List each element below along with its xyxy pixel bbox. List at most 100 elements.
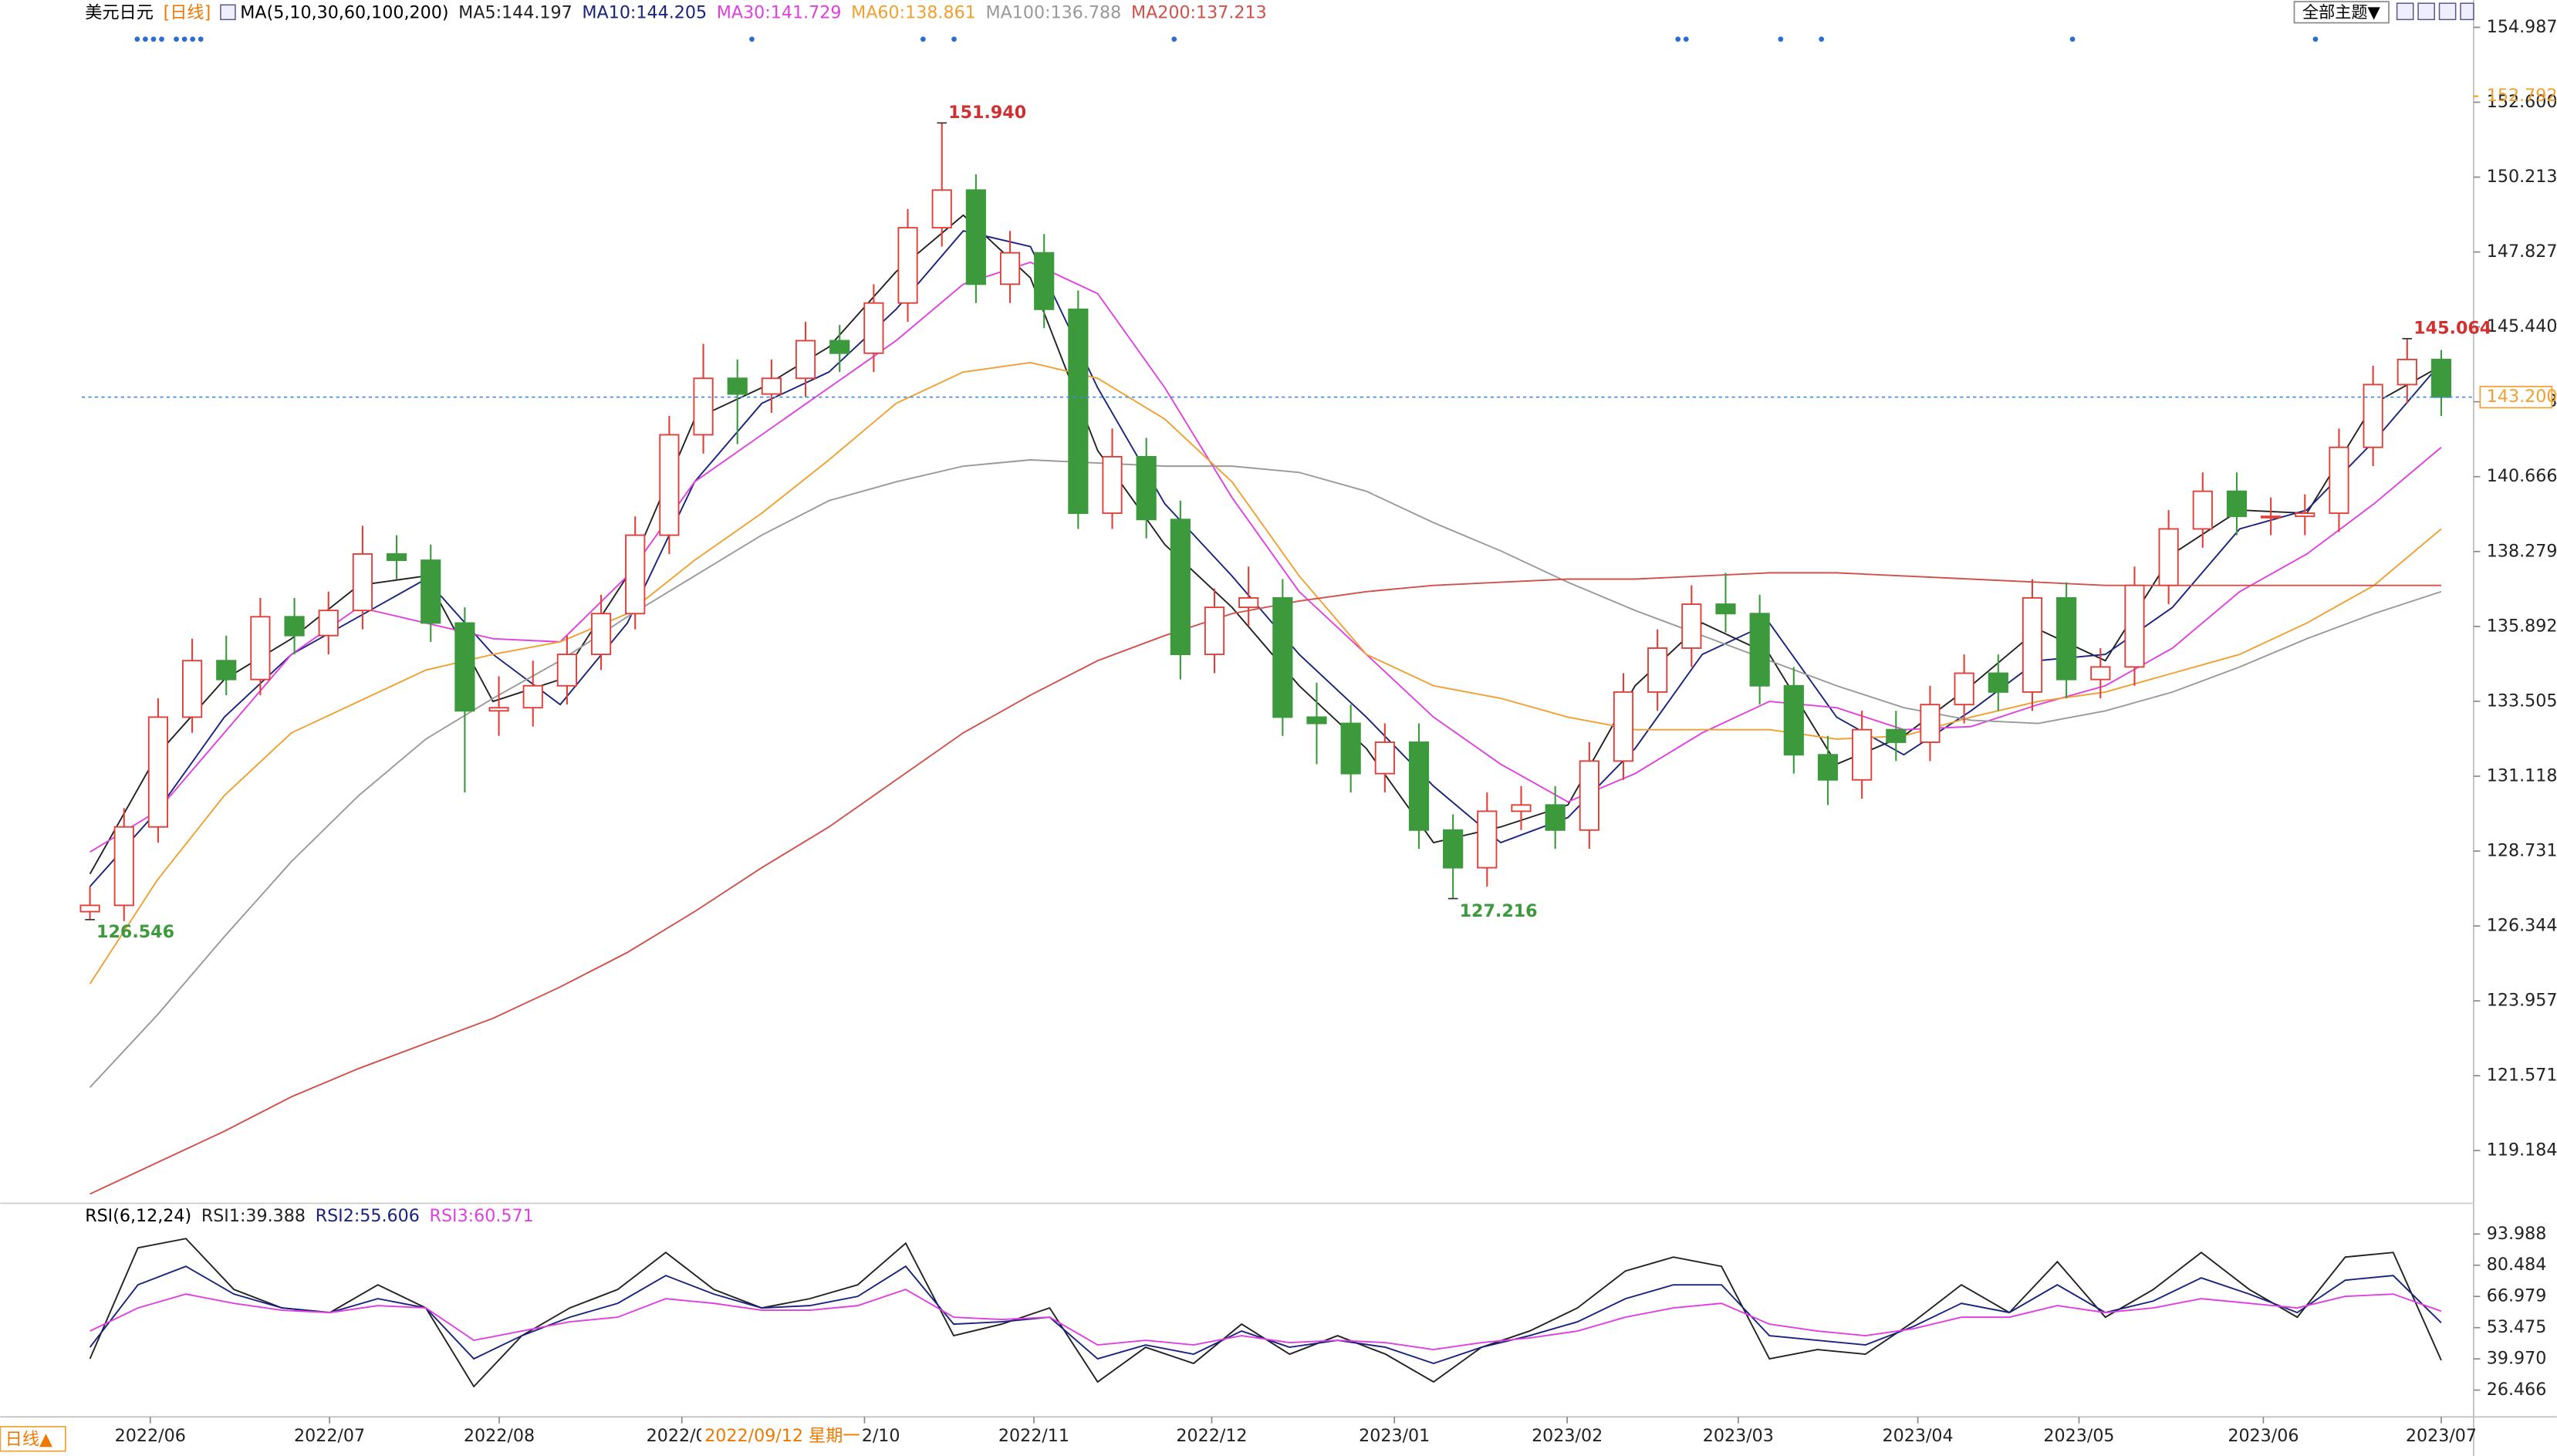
y-tick-label: 135.892: [2487, 616, 2557, 636]
candle-body: [1817, 754, 1839, 781]
candle-body: [2022, 596, 2043, 693]
event-marker: [2312, 36, 2319, 42]
candle-body: [1374, 741, 1395, 775]
series-line: [89, 459, 2442, 1088]
event-marker: [143, 36, 148, 42]
legend-entry: RSI1:39.388: [201, 1206, 306, 1226]
candle-body: [727, 377, 748, 395]
candle-body: [421, 559, 441, 624]
legend-entry: RSI2:55.606: [316, 1206, 420, 1226]
series-line: [89, 362, 2442, 985]
candle-body: [2090, 666, 2111, 681]
price-label: 143.200: [2487, 387, 2557, 407]
tool-icon[interactable]: [2396, 2, 2414, 21]
x-tick-label: 2023/07: [2406, 1426, 2477, 1446]
y-tick-label: 128.731: [2487, 840, 2557, 860]
x-tick-label: 2022/08: [464, 1426, 535, 1446]
y-tick-label: 145.440: [2487, 316, 2557, 336]
candle-body: [625, 534, 646, 615]
y-tick-label: 152.600: [2487, 92, 2557, 112]
period-button-label[interactable]: 日线▲: [5, 1429, 52, 1449]
event-marker: [1675, 36, 1681, 42]
candle-body: [1886, 728, 1907, 743]
candle-body: [863, 302, 884, 354]
y-tick-label: 66.979: [2487, 1286, 2547, 1306]
candle-body: [1443, 829, 1464, 869]
x-tick-label: 2023/01: [1359, 1426, 1430, 1446]
candle-body: [2124, 584, 2145, 668]
x-tick-label: 2023/05: [2043, 1426, 2114, 1446]
candle-body: [1954, 672, 1974, 706]
event-marker: [1819, 36, 1825, 42]
candle-body: [2192, 490, 2213, 530]
event-marker: [134, 36, 140, 42]
candle-body: [1102, 455, 1123, 515]
candle-body: [1238, 596, 1259, 609]
candle-body: [1783, 684, 1804, 756]
x-tick-label: 2023/06: [2228, 1426, 2299, 1446]
candle-body: [1613, 691, 1634, 762]
candle-body: [1136, 455, 1157, 521]
candle-body: [1340, 722, 1361, 775]
candle-body: [2158, 528, 2179, 586]
candle-body: [79, 904, 100, 913]
candle-body: [352, 553, 373, 612]
candle-body: [693, 377, 714, 436]
event-marker: [190, 36, 196, 42]
candle-body: [2363, 383, 2383, 448]
y-tick-label: 147.827: [2487, 242, 2557, 262]
candle-body: [250, 616, 271, 681]
candle-body: [147, 716, 169, 828]
candle-body: [318, 610, 339, 637]
x-tick-label: 2023/03: [1703, 1426, 1774, 1446]
candle-body: [1306, 716, 1327, 725]
series-line: [89, 230, 2442, 887]
toolbar[interactable]: 全部主题▼: [2293, 1, 2474, 24]
theme-button-label[interactable]: 全部主题▼: [2302, 2, 2381, 22]
y-tick-label: 39.970: [2487, 1349, 2547, 1369]
x-tick-label: 2022/12: [1176, 1426, 1247, 1446]
period-button[interactable]: [0, 1426, 66, 1452]
x-tick-label: 2023/02: [1532, 1426, 1603, 1446]
extreme-label: 126.546: [96, 922, 174, 942]
theme-button[interactable]: [2293, 1, 2390, 24]
candle-body: [1920, 704, 1941, 743]
indicator-icon: [220, 4, 236, 21]
y-tick-label: 93.988: [2487, 1224, 2547, 1244]
candle-body: [1272, 596, 1293, 718]
candle-body: [1715, 603, 1736, 615]
candle-body: [1204, 606, 1225, 656]
candle-body: [113, 826, 134, 907]
extreme-label: 151.940: [948, 103, 1026, 123]
legend-entry: MA200:137.213: [1131, 2, 1267, 22]
series-line: [90, 1289, 2442, 1351]
event-marker: [198, 36, 204, 42]
candle-body: [1647, 647, 1668, 693]
y-tick-label: 126.344: [2487, 916, 2557, 936]
legend-entry: MA5:144.197: [458, 2, 573, 22]
tool-icon[interactable]: [2438, 2, 2457, 21]
legend-entry: MA30:141.729: [717, 2, 842, 22]
candle-body: [659, 434, 680, 536]
candle-body: [1545, 804, 1566, 831]
tool-icon[interactable]: [2460, 2, 2474, 21]
candle-body: [1068, 308, 1089, 515]
y-tick-label: 53.475: [2487, 1317, 2547, 1337]
candle-body: [1852, 728, 1873, 781]
candle-body: [1170, 519, 1191, 656]
candle-body: [1477, 810, 1498, 869]
event-marker: [181, 36, 187, 42]
plot: [89, 1238, 2442, 1388]
tool-icon[interactable]: [2417, 2, 2435, 21]
candle-body: [965, 189, 986, 285]
candle-body: [590, 613, 612, 656]
event-marker: [2069, 36, 2076, 42]
event-marker: [1171, 36, 1177, 42]
y-tick-label: 119.184: [2487, 1140, 2557, 1160]
legend-entry: RSI3:60.571: [430, 1206, 534, 1226]
event-marker: [159, 36, 164, 42]
y-tick-label: 123.957: [2487, 991, 2557, 1011]
candle-body: [829, 340, 850, 354]
